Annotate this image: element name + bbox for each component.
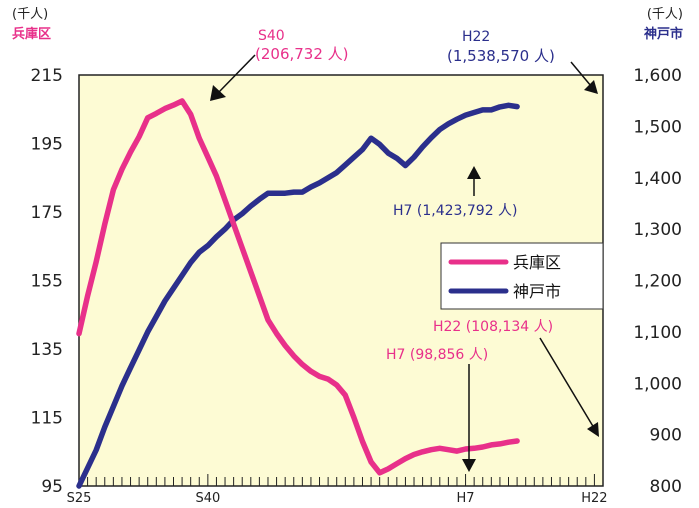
annotation-kobe-h22-arrowhead	[584, 80, 598, 94]
right-axis-name: 神戸市	[644, 26, 683, 42]
annotation-hyogo-h7-arrowhead	[462, 459, 476, 472]
left-axis-name: 兵庫区	[12, 26, 51, 42]
right-tick-label: 1,600	[633, 66, 682, 86]
annotation-s40-arrow-line	[218, 54, 256, 93]
annotation-kobe-h7-arrowhead	[467, 166, 481, 179]
annotation-hyogo-h22-arrow-line	[539, 337, 595, 429]
right-axis-unit: (千人)	[647, 7, 683, 22]
x-tick-label: H22	[581, 491, 607, 506]
right-tick-label: 1,100	[633, 323, 682, 343]
annotation-s40-label: S40	[258, 28, 285, 44]
left-tick-label: 135	[31, 340, 63, 360]
left-axis-unit: (千人)	[12, 7, 48, 22]
left-tick-label: 215	[31, 66, 63, 86]
annotation-s40-value: (206,732 人)	[255, 45, 349, 63]
series-layer	[76, 98, 520, 489]
left-tick-label: 195	[31, 135, 63, 155]
annotation-kobe-h22-value: (1,538,570 人)	[447, 47, 555, 65]
legend-label-kobe: 神戸市	[513, 282, 561, 301]
annotation-hyogo-h22: H22 (108,134 人)	[433, 319, 599, 437]
left-tick-label: 115	[31, 409, 63, 429]
annotation-kobe-h7: H7 (1,423,792 人)	[393, 166, 518, 219]
annotation-kobe-h22-arrow-line	[570, 61, 592, 87]
left-tick-label: 175	[31, 203, 63, 223]
legend-box	[440, 242, 604, 310]
x-tick-label: H7	[457, 491, 475, 506]
right-tick-label: 1,500	[633, 117, 682, 137]
right-tick-label: 1,300	[633, 220, 682, 240]
annotation-kobe-h22: H22 (1,538,570 人)	[447, 29, 598, 94]
annotation-hyogo-h22-label: H22 (108,134 人)	[433, 319, 553, 335]
x-axis-ticks: S25 S40 H7 H22	[67, 474, 608, 506]
right-axis-ticks: 1,600 1,500 1,400 1,300 1,200 1,100 1,000 900 80…	[633, 66, 682, 497]
annotation-kobe-h22-label: H22	[462, 29, 490, 45]
right-tick-label: 1,400	[633, 169, 682, 189]
right-tick-label: 800	[650, 477, 682, 497]
annotation-s40: S40 (206,732 人)	[210, 28, 349, 101]
x-tick-label: S40	[195, 491, 220, 506]
x-tick-label: S25	[67, 491, 92, 506]
series-line-hyogo	[76, 98, 520, 476]
annotation-s40-arrowhead	[210, 85, 226, 101]
legend-label-hyogo: 兵庫区	[513, 253, 561, 272]
annotation-hyogo-h7-label: H7 (98,856 人)	[386, 347, 488, 363]
right-tick-label: 1,200	[633, 272, 682, 292]
right-tick-label: 1,000	[633, 374, 682, 394]
legend: 兵庫区 神戸市	[440, 242, 604, 310]
annotation-kobe-h7-label: H7 (1,423,792 人)	[393, 203, 518, 219]
annotation-hyogo-h22-arrowhead	[587, 422, 599, 437]
left-axis-ticks: 215 195 175 155 135 115 95	[31, 66, 63, 497]
right-tick-label: 900	[650, 426, 682, 446]
series-line-kobe	[76, 102, 520, 489]
left-tick-label: 95	[41, 477, 63, 497]
left-tick-label: 155	[31, 272, 63, 292]
annotation-hyogo-h7: H7 (98,856 人)	[386, 347, 488, 472]
